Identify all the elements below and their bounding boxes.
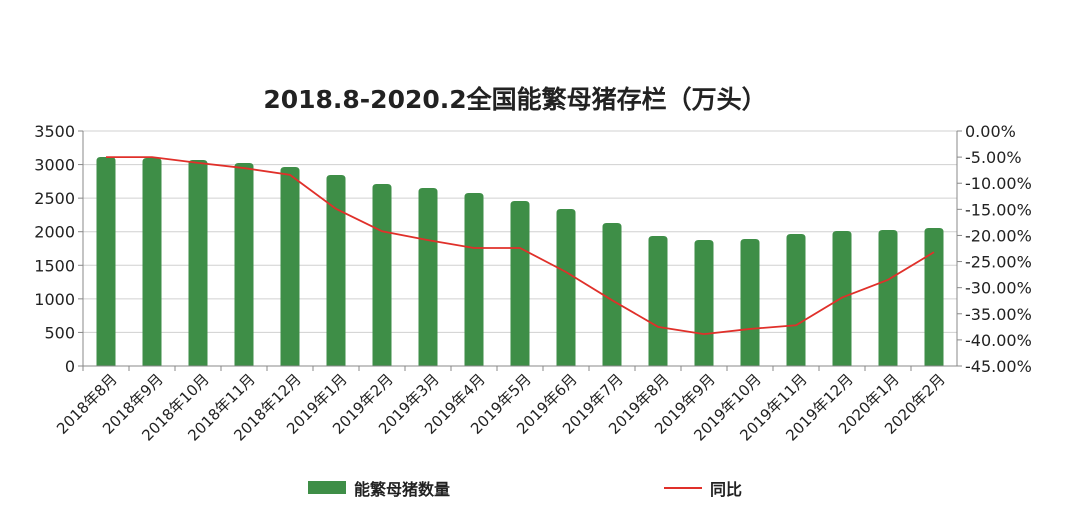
right-tick-label: -45.00% — [965, 357, 1032, 376]
bar — [694, 239, 714, 366]
right-tick-label: -5.00% — [965, 148, 1022, 167]
right-tick-label: -40.00% — [965, 331, 1032, 350]
bar-series — [96, 156, 944, 366]
bar — [924, 228, 944, 366]
bar — [786, 233, 806, 366]
right-tick-label: 0.00% — [965, 122, 1016, 141]
right-tick-label: -15.00% — [965, 200, 1032, 219]
right-tick-label: -25.00% — [965, 253, 1032, 272]
bar — [188, 160, 208, 366]
chart-title: 2018.8-2020.2全国能繁母猪存栏（万头） — [263, 85, 766, 114]
bar — [372, 183, 392, 366]
left-tick-label: 2000 — [34, 223, 75, 242]
left-tick-label: 3000 — [34, 156, 75, 175]
bar — [648, 236, 668, 366]
line-series — [105, 156, 935, 336]
right-tick-label: -30.00% — [965, 279, 1032, 298]
legend-line-label: 同比 — [710, 480, 742, 499]
bar — [510, 201, 530, 366]
left-tick-label: 3500 — [34, 122, 75, 141]
legend: 能繁母猪数量 同比 — [308, 480, 742, 499]
bar — [602, 222, 622, 366]
left-tick-label: 2500 — [34, 189, 75, 208]
bar — [418, 188, 438, 366]
right-tick-label: -35.00% — [965, 305, 1032, 324]
right-tick-label: -10.00% — [965, 174, 1032, 193]
left-tick-label: 1500 — [34, 256, 75, 275]
left-tick-label: 500 — [44, 323, 75, 342]
legend-bar-swatch — [308, 481, 346, 494]
bar — [142, 157, 162, 366]
bar — [878, 229, 898, 366]
left-tick-label: 0 — [65, 357, 75, 376]
bar — [234, 163, 254, 366]
bar — [96, 156, 116, 366]
legend-bar-label: 能繁母猪数量 — [354, 480, 450, 499]
bar — [740, 239, 760, 366]
bar — [556, 209, 576, 366]
bar — [464, 192, 484, 366]
bar — [280, 166, 300, 366]
right-tick-label: -20.00% — [965, 226, 1032, 245]
left-tick-label: 1000 — [34, 290, 75, 309]
bar — [326, 174, 346, 366]
